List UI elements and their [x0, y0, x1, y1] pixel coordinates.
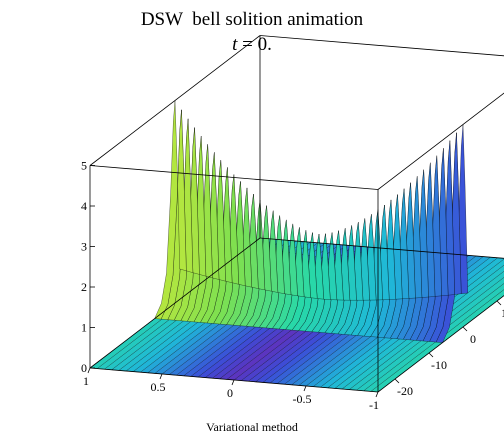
box-edge [89, 237, 261, 369]
chart-title: DSW bell solition animation [140, 9, 364, 30]
surface-wave [154, 100, 468, 343]
box-edge [377, 92, 504, 190]
time-value: = 0. [237, 34, 272, 55]
box-edge [89, 165, 379, 190]
y-tick-mark [231, 379, 235, 386]
z-tick-label: 0 [81, 361, 87, 375]
x-tick-label: 10 [501, 306, 504, 320]
y-tick-label: 0.5 [151, 380, 166, 394]
y-tick-label: 0 [227, 386, 233, 400]
x-tick-label: 0 [470, 332, 476, 346]
x-tick-mark [428, 352, 434, 358]
z-tick-label: 2 [81, 280, 87, 294]
time-variable: t [232, 34, 238, 55]
y-tick-mark [375, 391, 379, 398]
y-tick-mark [159, 373, 163, 380]
x-tick-mark [394, 378, 400, 384]
y-tick-label: -0.5 [293, 392, 312, 406]
x-tick-label: -20 [397, 384, 413, 398]
x-tick-label: -10 [431, 358, 447, 372]
x-tick-mark [462, 326, 468, 332]
y-tick-label: -1 [369, 398, 379, 412]
y-tick-mark [303, 385, 307, 392]
chart-subtitle: t = 0. [0, 33, 504, 57]
box-edge [89, 35, 261, 166]
z-tick-label: 1 [81, 321, 87, 335]
z-tick-label: 3 [81, 240, 87, 254]
caption: Variational method [206, 420, 298, 434]
box-edge [259, 237, 504, 259]
wave-strip [154, 100, 187, 320]
z-tick-label: 4 [81, 199, 87, 213]
z-tick-label: 5 [81, 159, 87, 173]
y-tick-mark [87, 367, 91, 374]
box-edge [259, 35, 504, 57]
y-tick-label: 1 [83, 374, 89, 388]
x-tick-mark [496, 300, 502, 306]
